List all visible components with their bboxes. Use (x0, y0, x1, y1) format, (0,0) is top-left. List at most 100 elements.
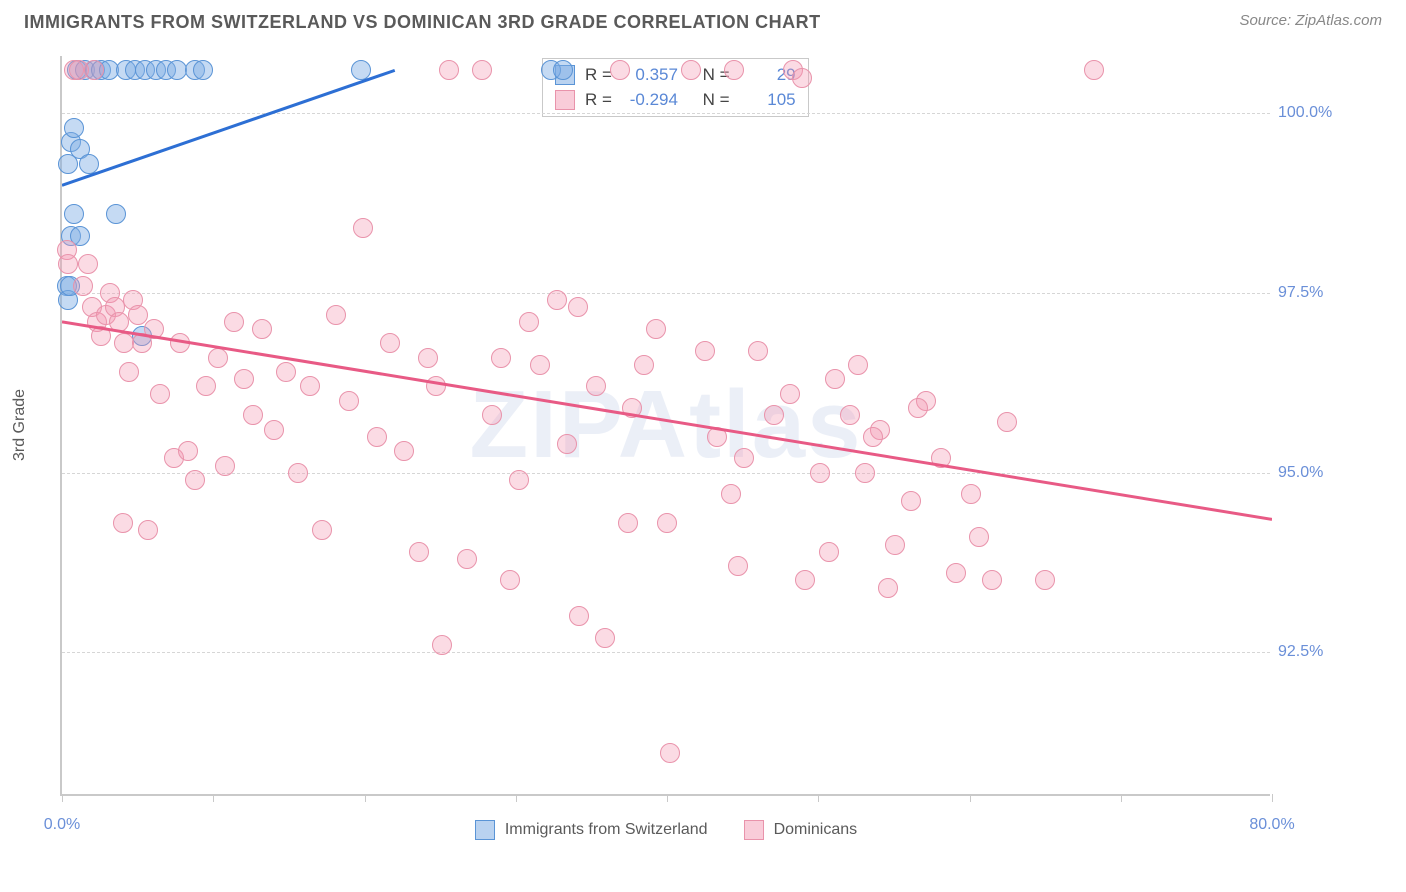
y-tick-label: 97.5% (1278, 284, 1378, 302)
scatter-point-dominican (657, 513, 677, 533)
scatter-point-dominican (795, 570, 815, 590)
legend-label-swiss: Immigrants from Switzerland (505, 821, 708, 839)
y-axis-label: 3rd Grade (11, 389, 29, 461)
scatter-point-swiss (106, 204, 126, 224)
chart-container: 3rd Grade ZIPAtlas R = 0.357 N = 29 R = … (60, 56, 1380, 826)
scatter-point-dominican (196, 376, 216, 396)
scatter-point-dominican (114, 333, 134, 353)
scatter-point-dominican (728, 556, 748, 576)
scatter-point-dominican (557, 434, 577, 454)
x-tick-label: 0.0% (44, 816, 80, 834)
scatter-point-dominican (819, 542, 839, 562)
scatter-point-dominican (326, 305, 346, 325)
scatter-point-dominican (961, 484, 981, 504)
scatter-point-dominican (595, 628, 615, 648)
y-tick-label: 100.0% (1278, 104, 1378, 122)
scatter-point-dominican (908, 398, 928, 418)
scatter-point-dominican (472, 60, 492, 80)
scatter-point-dominican (568, 297, 588, 317)
scatter-point-dominican (825, 369, 845, 389)
scatter-point-dominican (780, 384, 800, 404)
x-tick-mark (62, 794, 63, 802)
scatter-point-dominican (426, 376, 446, 396)
scatter-point-dominican (170, 333, 190, 353)
scatter-point-dominican (144, 319, 164, 339)
stats-row-swiss: R = 0.357 N = 29 (555, 63, 796, 88)
scatter-point-dominican (724, 60, 744, 80)
scatter-point-dominican (367, 427, 387, 447)
scatter-point-dominican (300, 376, 320, 396)
scatter-point-dominican (150, 384, 170, 404)
x-tick-mark (1272, 794, 1273, 802)
scatter-point-dominican (252, 319, 272, 339)
y-tick-label: 92.5% (1278, 643, 1378, 661)
scatter-point-dominican (224, 312, 244, 332)
x-tick-mark (516, 794, 517, 802)
scatter-point-dominican (863, 427, 883, 447)
scatter-point-dominican (764, 405, 784, 425)
stats-box: R = 0.357 N = 29 R = -0.294 N = 105 (542, 58, 809, 117)
scatter-point-dominican (138, 520, 158, 540)
trend-line-swiss (62, 70, 395, 185)
scatter-point-swiss (553, 60, 573, 80)
scatter-point-dominican (634, 355, 654, 375)
scatter-point-dominican (78, 254, 98, 274)
scatter-point-dominican (792, 68, 812, 88)
scatter-point-dominican (982, 570, 1002, 590)
scatter-point-swiss (79, 154, 99, 174)
scatter-point-dominican (418, 348, 438, 368)
scatter-point-dominican (500, 570, 520, 590)
stat-R-dominican: -0.294 (622, 88, 678, 113)
scatter-point-dominican (394, 441, 414, 461)
scatter-point-dominican (1084, 60, 1104, 80)
x-tick-mark (1121, 794, 1122, 802)
scatter-point-dominican (119, 362, 139, 382)
scatter-point-dominican (530, 355, 550, 375)
scatter-point-dominican (432, 635, 452, 655)
scatter-point-dominican (208, 348, 228, 368)
scatter-point-dominican (681, 60, 701, 80)
stat-N-dominican: 105 (740, 88, 796, 113)
scatter-point-dominican (128, 305, 148, 325)
swatch-blue-icon (475, 820, 495, 840)
scatter-point-dominican (569, 606, 589, 626)
scatter-point-dominican (721, 484, 741, 504)
stat-R-label: R = (585, 63, 612, 88)
scatter-point-dominican (409, 542, 429, 562)
scatter-point-dominican (878, 578, 898, 598)
trend-overlay (62, 56, 1272, 796)
scatter-point-dominican (509, 470, 529, 490)
scatter-point-swiss (64, 204, 84, 224)
scatter-point-dominican (353, 218, 373, 238)
gridline (62, 473, 1270, 474)
scatter-point-dominican (185, 470, 205, 490)
scatter-point-dominican (113, 513, 133, 533)
scatter-point-dominican (339, 391, 359, 411)
scatter-point-dominican (215, 456, 235, 476)
scatter-point-dominican (586, 376, 606, 396)
scatter-point-dominican (885, 535, 905, 555)
legend-item-dominican: Dominicans (744, 820, 858, 840)
scatter-point-swiss (167, 60, 187, 80)
scatter-point-dominican (622, 398, 642, 418)
scatter-point-dominican (969, 527, 989, 547)
scatter-point-dominican (519, 312, 539, 332)
stat-R-label: R = (585, 88, 612, 113)
x-tick-label: 80.0% (1249, 816, 1294, 834)
bottom-legend: Immigrants from Switzerland Dominicans (62, 820, 1270, 840)
scatter-point-dominican (997, 412, 1017, 432)
scatter-point-dominican (439, 60, 459, 80)
swatch-pink-icon (555, 90, 575, 110)
stat-R-swiss: 0.357 (622, 63, 678, 88)
scatter-point-dominican (660, 743, 680, 763)
source-label: Source: ZipAtlas.com (1239, 12, 1382, 29)
scatter-point-dominican (482, 405, 502, 425)
x-tick-mark (667, 794, 668, 802)
scatter-point-dominican (707, 427, 727, 447)
scatter-point-dominican (734, 448, 754, 468)
scatter-point-dominican (243, 405, 263, 425)
scatter-point-dominican (109, 312, 129, 332)
scatter-point-dominican (695, 341, 715, 361)
x-tick-mark (213, 794, 214, 802)
watermark: ZIPAtlas (470, 370, 863, 480)
